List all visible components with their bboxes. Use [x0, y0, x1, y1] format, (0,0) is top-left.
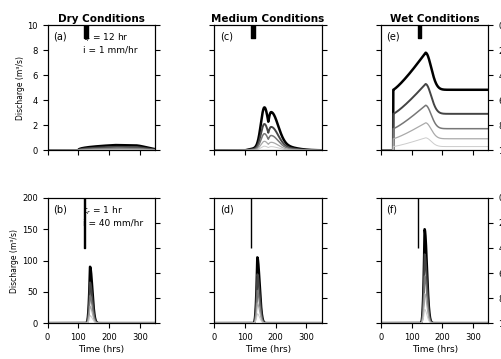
X-axis label: Time (hrs): Time (hrs) [78, 345, 124, 354]
Text: (a): (a) [53, 31, 67, 41]
Y-axis label: Discharge (m³/s): Discharge (m³/s) [16, 56, 25, 120]
X-axis label: Time (hrs): Time (hrs) [245, 345, 291, 354]
Text: (e): (e) [386, 31, 400, 41]
Text: (c): (c) [219, 31, 232, 41]
Text: t$_r$ = 12 hr
i = 1 mm/hr: t$_r$ = 12 hr i = 1 mm/hr [83, 31, 138, 54]
Title: Medium Conditions: Medium Conditions [211, 14, 325, 24]
Text: (f): (f) [386, 204, 397, 214]
Y-axis label: Discharge (m³/s): Discharge (m³/s) [11, 228, 20, 293]
Title: Wet Conditions: Wet Conditions [390, 14, 479, 24]
X-axis label: Time (hrs): Time (hrs) [412, 345, 458, 354]
Text: (b): (b) [53, 204, 67, 214]
Text: t$_r$ = 1 hr
i = 40 mm/hr: t$_r$ = 1 hr i = 40 mm/hr [83, 204, 143, 227]
Text: (d): (d) [219, 204, 233, 214]
Title: Dry Conditions: Dry Conditions [58, 14, 145, 24]
